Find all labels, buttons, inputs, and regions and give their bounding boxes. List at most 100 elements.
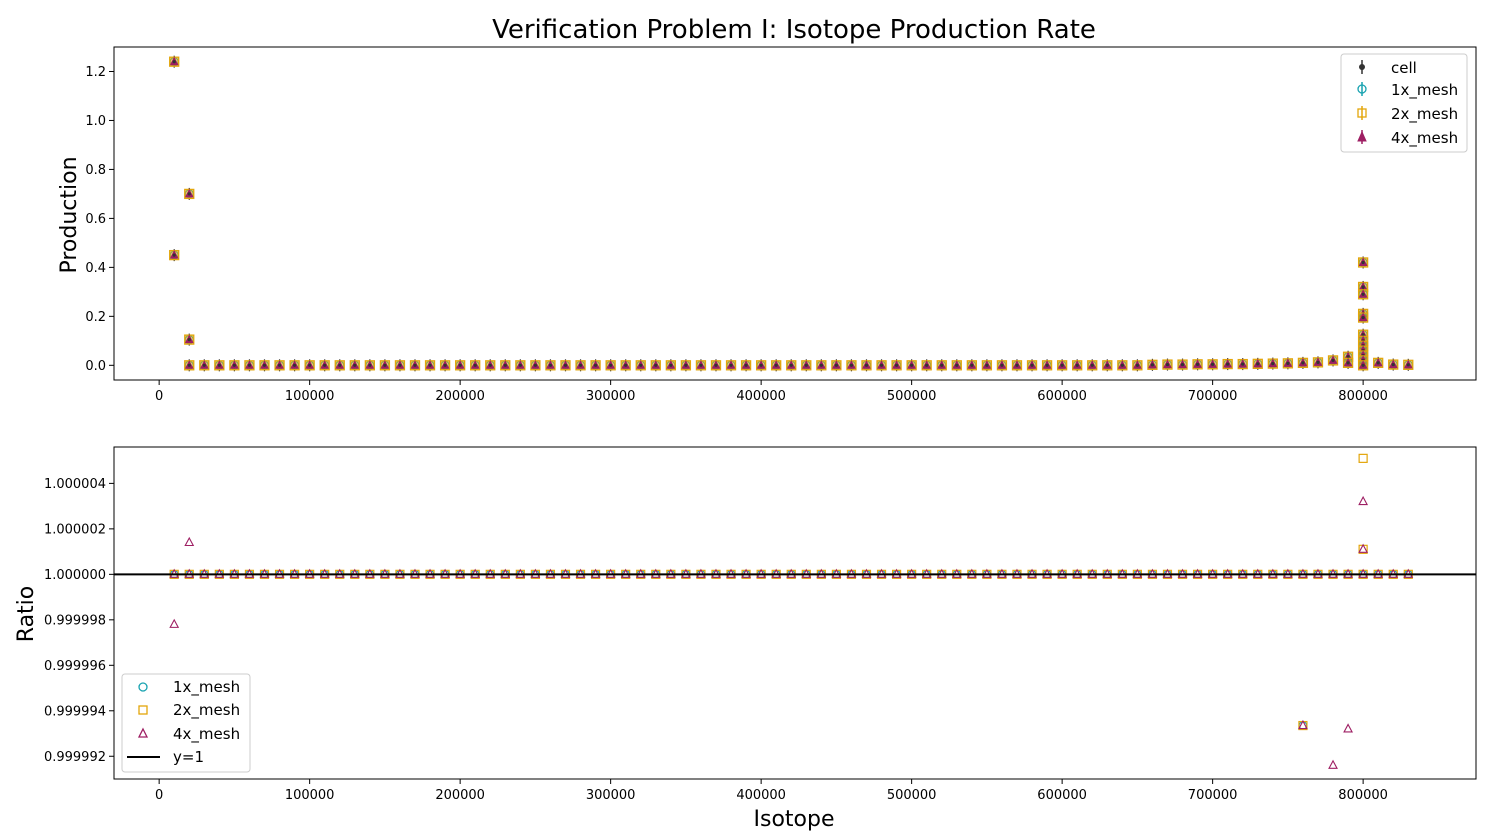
cell-point xyxy=(624,363,628,367)
cell-point xyxy=(593,363,598,367)
production-y-tick-label: 0.4 xyxy=(85,261,106,276)
cell-point xyxy=(1301,361,1305,365)
ratio-axes-frame xyxy=(113,446,1477,780)
cell-point xyxy=(1135,363,1139,367)
cell-point xyxy=(308,363,312,367)
cell-point xyxy=(1195,362,1200,366)
cell-point xyxy=(172,60,176,64)
cell-point xyxy=(985,363,989,367)
cell-point xyxy=(1391,362,1395,367)
ratio-x-tick-label: 600000 xyxy=(1037,788,1087,803)
production-x-tick-label: 700000 xyxy=(1188,389,1238,404)
ratio-x-axis-label: Isotope xyxy=(754,807,835,832)
production-y-tick-label: 1.2 xyxy=(85,65,106,80)
legend-cell-label: cell xyxy=(1391,59,1417,77)
cell-point xyxy=(1180,362,1185,367)
cell-point xyxy=(834,363,838,367)
cell-point xyxy=(1271,361,1275,366)
cell-point xyxy=(1361,363,1365,367)
cell-point xyxy=(1316,360,1320,364)
cell-point xyxy=(819,363,823,367)
production-x-tick-label: 500000 xyxy=(887,389,937,404)
cell-point xyxy=(744,363,748,367)
ratio-y-tick-label: 1.000000 xyxy=(44,568,106,583)
legend-ratio-4x-label: 4x_mesh xyxy=(173,725,240,744)
production-axes-frame xyxy=(113,46,1477,381)
cell-point xyxy=(654,363,658,367)
production-x-tick-label: 200000 xyxy=(435,389,485,404)
cell-point xyxy=(277,363,282,367)
cell-point xyxy=(1120,363,1124,367)
ratio-x-tick-label: 100000 xyxy=(285,788,335,803)
production-legend-frame xyxy=(1340,53,1468,153)
cell-point xyxy=(1060,363,1064,367)
cell-point xyxy=(804,363,808,367)
ratio-y-tick-label: 0.999994 xyxy=(44,704,106,719)
cell-point xyxy=(413,363,417,367)
cell-point xyxy=(563,363,568,367)
legend-2x-mesh-marker xyxy=(1357,106,1367,120)
cell-point xyxy=(323,363,327,367)
ratio-4x-point xyxy=(169,618,180,628)
cell-point xyxy=(533,363,537,367)
cell-point xyxy=(1361,285,1365,289)
cell-point xyxy=(1105,363,1109,367)
cell-point xyxy=(1361,292,1365,296)
cell-point xyxy=(488,363,492,367)
cell-point xyxy=(774,363,778,367)
ratio-4x-point xyxy=(1343,723,1353,733)
production-points xyxy=(169,55,1414,372)
cell-point xyxy=(187,192,191,196)
legend-4x-mesh-marker xyxy=(1357,130,1367,144)
ratio-4x-point xyxy=(1358,495,1369,506)
ratio-4x-point xyxy=(1328,759,1338,769)
legend-ratio-line-label: y=1 xyxy=(173,748,204,766)
cell-point xyxy=(1331,358,1335,363)
legend-ratio-1x-marker xyxy=(138,682,148,692)
cell-point xyxy=(247,363,252,367)
ratio-x-tick-label: 800000 xyxy=(1338,788,1388,803)
cell-point xyxy=(428,363,432,367)
cell-point xyxy=(1045,363,1049,367)
cell-point xyxy=(1090,363,1094,367)
cell-point xyxy=(1346,355,1350,359)
production-x-tick-label: 0 xyxy=(155,389,163,404)
cell-point xyxy=(1150,363,1155,367)
legend-ratio-2x-label: 2x_mesh xyxy=(173,701,240,720)
production-y-tick-label: 0.6 xyxy=(85,212,106,227)
ratio-4x-point xyxy=(1358,543,1369,553)
cell-point xyxy=(910,363,914,367)
ratio-x-tick-label: 300000 xyxy=(586,788,636,803)
cell-point xyxy=(894,363,899,367)
cell-point xyxy=(473,363,477,367)
legend-ratio-2x-marker xyxy=(138,705,148,715)
production-axes: 0 100000 200000 300000 400000 500000 600000 700… xyxy=(85,46,1477,404)
cell-point xyxy=(864,363,869,367)
cell-point xyxy=(338,363,342,367)
cell-point xyxy=(789,363,793,367)
ratio-y-tick-label: 0.999996 xyxy=(44,659,106,674)
production-y-tick-label: 0.2 xyxy=(85,310,106,325)
cell-point xyxy=(187,363,191,367)
production-x-tick-label: 800000 xyxy=(1338,389,1388,404)
legend-2x-mesh-label: 2x_mesh xyxy=(1391,105,1458,124)
production-x-tick-label: 300000 xyxy=(586,389,636,404)
cell-point xyxy=(849,363,854,367)
legend-1x-mesh-marker xyxy=(1357,82,1367,96)
cell-point xyxy=(503,363,507,367)
cell-point xyxy=(970,363,974,367)
cell-point xyxy=(1361,260,1365,265)
cell-point xyxy=(1406,363,1410,367)
production-x-tick-label: 100000 xyxy=(285,389,335,404)
cell-point xyxy=(925,363,929,367)
cell-point xyxy=(187,337,191,342)
ratio-4x-point xyxy=(184,536,195,547)
cell-point xyxy=(1361,315,1365,320)
cell-point xyxy=(548,363,553,367)
ratio-x-tick-label: 500000 xyxy=(887,788,937,803)
cell-point xyxy=(578,363,583,367)
production-x-tick-label: 600000 xyxy=(1037,389,1087,404)
cell-point xyxy=(217,363,221,367)
ratio-x-tick-label: 200000 xyxy=(435,788,485,803)
